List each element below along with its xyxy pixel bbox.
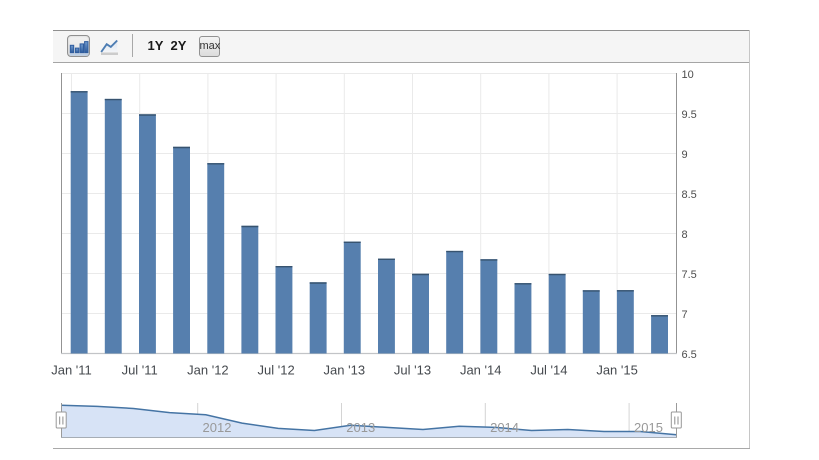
svg-text:9: 9 bbox=[682, 149, 688, 161]
svg-text:8.5: 8.5 bbox=[682, 189, 697, 201]
svg-text:Jul '11: Jul '11 bbox=[122, 363, 158, 378]
svg-text:Jul '14: Jul '14 bbox=[530, 363, 567, 378]
svg-text:9.5: 9.5 bbox=[682, 109, 697, 121]
svg-text:7: 7 bbox=[682, 309, 688, 321]
svg-text:2014: 2014 bbox=[490, 420, 519, 435]
svg-text:6.5: 6.5 bbox=[682, 349, 697, 361]
svg-text:Jan '11: Jan '11 bbox=[51, 363, 92, 378]
svg-text:Jul '12: Jul '12 bbox=[258, 363, 295, 378]
svg-text:Jan '12: Jan '12 bbox=[187, 363, 229, 378]
svg-text:2012: 2012 bbox=[203, 420, 232, 435]
svg-text:2013: 2013 bbox=[346, 420, 375, 435]
svg-text:Jan '14: Jan '14 bbox=[460, 363, 502, 378]
svg-text:Jul '13: Jul '13 bbox=[394, 363, 431, 378]
svg-text:Jan '13: Jan '13 bbox=[324, 363, 366, 378]
svg-text:10: 10 bbox=[682, 69, 694, 81]
svg-text:2015: 2015 bbox=[634, 420, 663, 435]
svg-text:Jan '15: Jan '15 bbox=[596, 363, 638, 378]
svg-text:7.5: 7.5 bbox=[682, 269, 697, 281]
svg-text:8: 8 bbox=[682, 229, 688, 241]
